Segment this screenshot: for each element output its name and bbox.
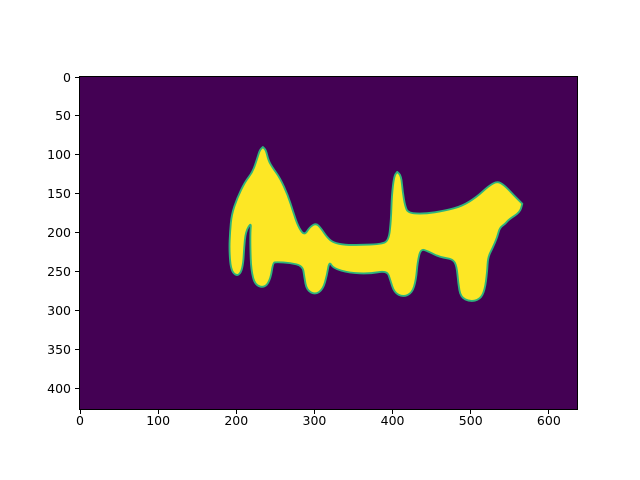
y-tick-mark [75, 193, 79, 195]
x-tick-label: 600 [536, 413, 561, 428]
plot-area [79, 76, 578, 410]
y-tick-mark [75, 76, 79, 78]
x-tick-mark [392, 410, 394, 414]
y-tick-mark [75, 348, 79, 350]
y-tick-label: 0 [63, 69, 71, 85]
x-tick-label: 500 [458, 413, 483, 428]
y-tick-label: 100 [47, 147, 71, 163]
y-tick-label: 350 [47, 341, 71, 357]
x-tick-mark [79, 410, 81, 414]
y-tick-mark [75, 154, 79, 156]
x-tick-label: 100 [146, 413, 171, 428]
y-tick-label: 400 [47, 380, 71, 396]
y-tick-label: 150 [47, 186, 71, 202]
x-tick-mark [313, 410, 315, 414]
y-tick-mark [75, 232, 79, 233]
y-tick-mark [75, 115, 79, 117]
y-tick-mark [75, 270, 79, 272]
segmentation-mask-image [80, 77, 577, 409]
x-tick-mark [157, 410, 159, 414]
x-tick-mark [548, 410, 550, 414]
y-tick-label: 250 [47, 263, 71, 279]
x-tick-mark [235, 410, 237, 414]
x-tick-label: 0 [76, 413, 84, 428]
x-tick-mark [470, 410, 472, 414]
y-tick-label: 300 [47, 302, 71, 318]
x-tick-label: 200 [224, 413, 249, 428]
y-tick-mark [75, 387, 79, 389]
y-tick-mark [75, 309, 79, 311]
y-tick-label: 200 [47, 225, 71, 240]
y-tick-label: 50 [55, 108, 71, 124]
x-tick-label: 400 [380, 413, 405, 428]
x-tick-label: 300 [302, 413, 327, 428]
mask-region [228, 146, 524, 302]
